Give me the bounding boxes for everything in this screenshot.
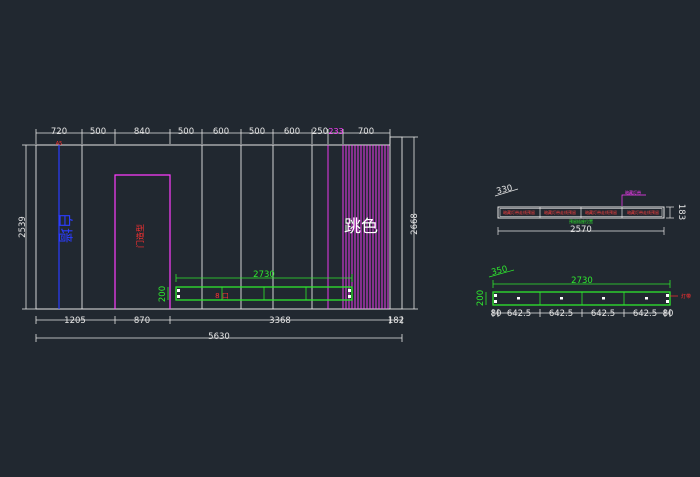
upper-cell-4: 暗藏灯带走线预留	[627, 209, 659, 215]
upper-cell-2: 暗藏灯带走线预留	[544, 209, 576, 215]
top-dim-5: 600	[213, 127, 229, 137]
left-height-dimension	[22, 144, 36, 310]
shelf-plan-lower: 350 2730 200 灯带 80 642.5	[476, 264, 691, 319]
upper-cell-3: 暗藏灯带走线预留	[585, 209, 617, 215]
upper-green-label: 预留插座位置	[569, 218, 593, 224]
bottom-dim-4: 182	[388, 316, 404, 326]
lower-seg-2: 642.5	[549, 309, 573, 319]
magenta-slat-panel	[327, 145, 389, 309]
tv-cabinet	[167, 274, 353, 301]
top-dim-6: 500	[249, 127, 265, 137]
top-dim-10: 700	[358, 127, 374, 137]
blue-wall-text: 白墙	[56, 213, 74, 243]
lower-seg-1: 642.5	[507, 309, 531, 319]
lower-height-label: 200	[476, 290, 486, 306]
lower-seg-3: 642.5	[591, 309, 615, 319]
cabinet-width-label: 2730	[253, 270, 275, 280]
red-marker: A5	[56, 141, 63, 147]
upper-width-label: 2570	[570, 225, 592, 235]
door-outline	[114, 174, 171, 309]
wall-outline	[35, 136, 403, 310]
lower-red-label: 灯带	[681, 293, 691, 300]
left-height-label: 2539	[18, 216, 28, 238]
top-dimension-chain	[35, 129, 391, 144]
upper-depth-label: 330	[495, 183, 513, 197]
lower-end-right: 80	[663, 309, 674, 319]
upper-height-label: 183	[676, 204, 686, 220]
right-height-dimension	[402, 136, 418, 310]
bottom-dim-1: 1205	[64, 316, 86, 326]
door-text: 门造型	[135, 224, 145, 248]
accent-color-text: 跳色	[344, 217, 378, 237]
bottom-dimension-chain	[35, 316, 403, 342]
cabinet-text: 8 口	[215, 292, 229, 300]
top-dim-3: 840	[134, 127, 150, 137]
upper-cell-1: 暗藏灯带走线预留	[503, 209, 535, 215]
top-dim-1: 720	[51, 127, 67, 137]
shelf-plan-upper: 330 暗藏灯带 暗藏灯带走线预留 暗藏灯带走线预留 暗藏灯带走线预留 暗藏灯带…	[494, 183, 686, 235]
cabinet-height-label: 200	[158, 286, 168, 302]
lower-end-left: 80	[491, 309, 502, 319]
top-dim-4: 500	[178, 127, 194, 137]
bottom-dim-3: 3368	[269, 316, 291, 326]
top-dim-7: 600	[284, 127, 300, 137]
bottom-dim-2: 870	[134, 316, 150, 326]
total-width-label: 5630	[208, 332, 230, 342]
right-height-label: 2668	[410, 213, 420, 235]
upper-magenta-label: 暗藏灯带	[625, 189, 641, 195]
lower-seg-4: 642.5	[633, 309, 657, 319]
wall-elevation: 720 500 840 500 600 500 600 250 233 700 …	[18, 127, 420, 342]
lower-depth-label: 350	[490, 264, 508, 278]
lower-width-label: 2730	[571, 276, 593, 286]
top-dim-9: 233	[328, 127, 343, 136]
top-dim-2: 500	[90, 127, 106, 137]
top-dim-8: 250	[312, 127, 328, 137]
